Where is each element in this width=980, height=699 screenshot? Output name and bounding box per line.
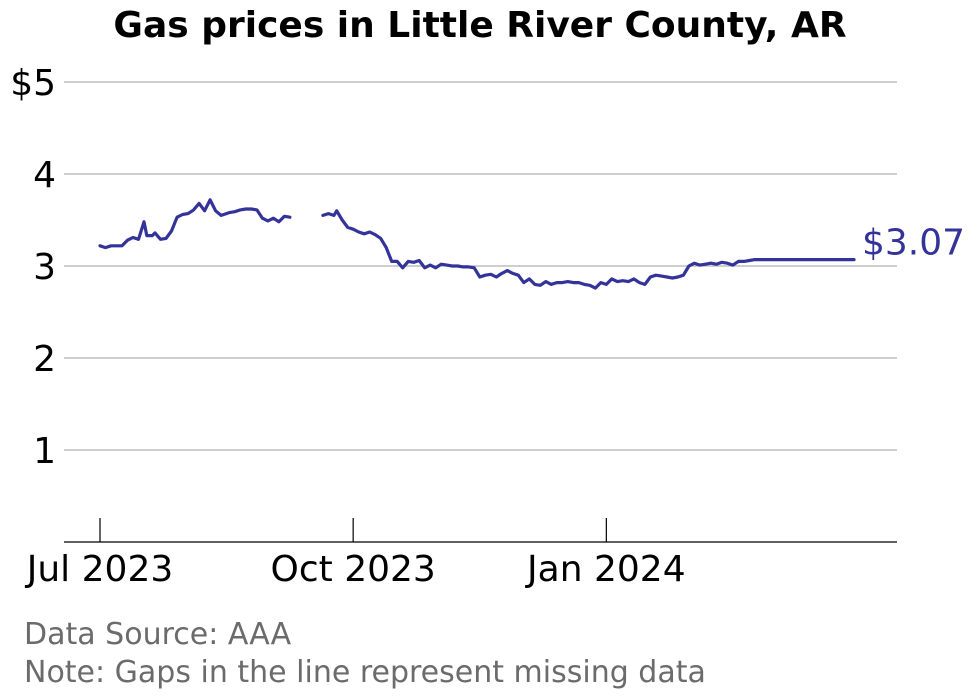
x-tick-label-1: Oct 2023 xyxy=(271,549,436,590)
y-tick-label-2: 2 xyxy=(33,339,56,380)
gridlines xyxy=(64,81,897,451)
y-tick-label-5: $5 xyxy=(10,63,56,104)
x-tick-label-2: Jan 2024 xyxy=(525,549,686,590)
x-axis-ticks: Jul 2023 Oct 2023 Jan 2024 xyxy=(25,518,686,590)
x-tick-label-0: Jul 2023 xyxy=(25,549,174,590)
y-tick-label-1: 1 xyxy=(33,431,56,472)
y-tick-label-4: 4 xyxy=(33,155,56,196)
data-source-note: Data Source: AAA xyxy=(24,617,292,652)
price-line-segment-2 xyxy=(321,209,856,290)
missing-data-note: Note: Gaps in the line represent missing… xyxy=(24,655,706,690)
y-axis-ticks: 1 2 3 4 $5 xyxy=(10,63,56,472)
y-tick-label-3: 3 xyxy=(33,247,56,288)
price-line-segment-1 xyxy=(98,198,292,250)
chart-title: Gas prices in Little River County, AR xyxy=(113,5,846,46)
latest-price-label: $3.07 xyxy=(862,223,965,264)
gas-price-chart: Gas prices in Little River County, AR 1 2… xyxy=(10,5,965,590)
price-series xyxy=(98,198,856,290)
